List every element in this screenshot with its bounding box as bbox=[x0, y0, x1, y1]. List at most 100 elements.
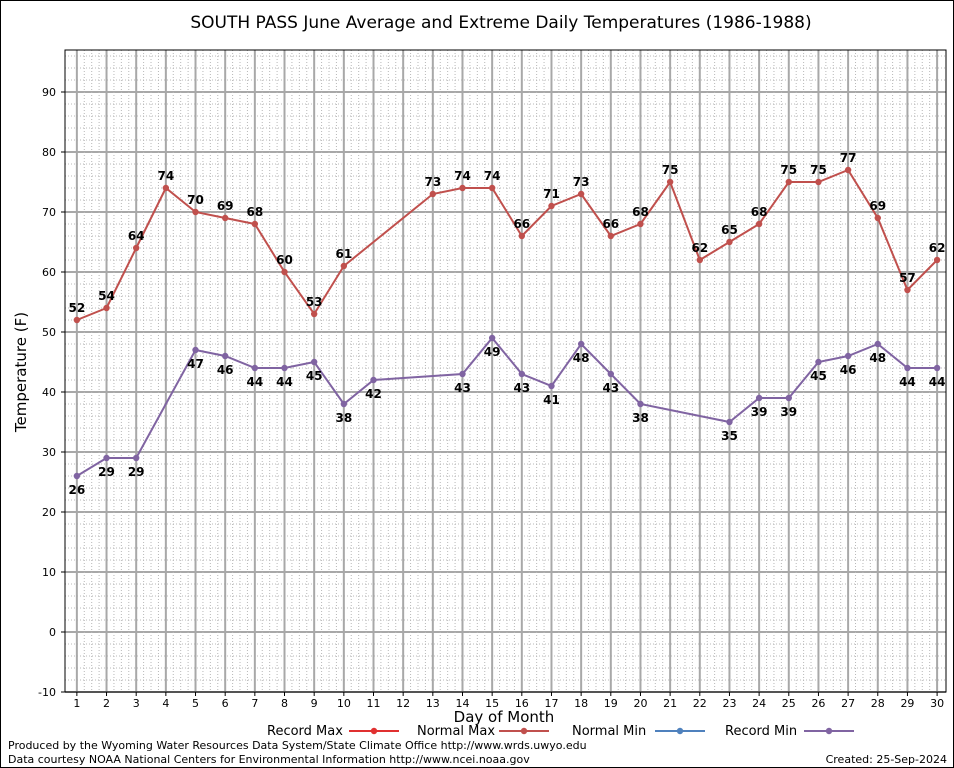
data-label: 62 bbox=[929, 241, 946, 255]
x-tick-label: 19 bbox=[604, 697, 618, 710]
x-tick-label: 17 bbox=[544, 697, 558, 710]
legend-marker bbox=[676, 727, 684, 735]
data-point bbox=[192, 208, 199, 216]
x-tick-label: 23 bbox=[722, 697, 736, 710]
series-layer bbox=[73, 166, 941, 480]
data-point bbox=[73, 472, 81, 480]
y-tick-label: 0 bbox=[49, 626, 56, 639]
y-tick-label: -10 bbox=[38, 686, 56, 699]
legend-marker bbox=[825, 727, 833, 735]
data-label: 77 bbox=[840, 151, 857, 165]
x-tick-label: 10 bbox=[337, 697, 351, 710]
x-tick-label: 18 bbox=[574, 697, 588, 710]
data-label: 48 bbox=[573, 351, 590, 365]
x-tick-label: 29 bbox=[900, 697, 914, 710]
x-tick-label: 14 bbox=[455, 697, 469, 710]
x-tick-label: 15 bbox=[485, 697, 499, 710]
data-point bbox=[340, 262, 348, 270]
legend-label: Normal Min bbox=[572, 724, 646, 739]
data-label: 45 bbox=[306, 369, 323, 383]
data-point bbox=[548, 382, 555, 390]
data-point bbox=[73, 316, 81, 324]
legend-label: Record Max bbox=[267, 724, 343, 739]
data-label: 52 bbox=[69, 301, 86, 315]
data-label: 75 bbox=[662, 163, 679, 177]
data-label: 74 bbox=[484, 169, 501, 183]
data-point bbox=[548, 202, 555, 210]
x-tick-label: 11 bbox=[366, 697, 380, 710]
data-label: 44 bbox=[276, 375, 293, 389]
data-point bbox=[221, 214, 229, 222]
x-tick-label: 28 bbox=[871, 697, 885, 710]
x-tick-label: 16 bbox=[515, 697, 529, 710]
data-point bbox=[340, 400, 348, 408]
x-tick-label: 27 bbox=[841, 697, 855, 710]
data-point bbox=[696, 256, 703, 264]
data-label: 46 bbox=[840, 363, 857, 377]
data-label: 41 bbox=[543, 393, 560, 407]
data-point bbox=[755, 220, 763, 228]
data-label: 47 bbox=[187, 357, 204, 371]
x-tick-label: 20 bbox=[633, 697, 647, 710]
data-point bbox=[162, 184, 170, 192]
data-point bbox=[488, 184, 496, 192]
data-point bbox=[429, 190, 437, 198]
data-point bbox=[785, 178, 792, 186]
data-label: 46 bbox=[217, 363, 234, 377]
data-label: 48 bbox=[869, 351, 886, 365]
data-label: 68 bbox=[751, 205, 768, 219]
data-point bbox=[874, 340, 881, 348]
data-point bbox=[637, 400, 644, 408]
data-label: 43 bbox=[513, 381, 530, 395]
legend-marker bbox=[370, 727, 378, 735]
x-tick-label: 30 bbox=[930, 697, 944, 710]
x-tick-label: 9 bbox=[311, 697, 318, 710]
data-point bbox=[459, 184, 466, 192]
data-labels: 52 54 64 74 70 69 68 60 53 61 73 74 74 66 71 73 66 68 75 62… bbox=[69, 151, 946, 497]
data-label: 69 bbox=[217, 199, 234, 213]
x-tick-label: 2 bbox=[103, 697, 110, 710]
x-tick-label: 12 bbox=[396, 697, 410, 710]
chart-title: SOUTH PASS June Average and Extreme Dail… bbox=[190, 13, 811, 33]
data-point bbox=[844, 352, 852, 360]
data-point bbox=[785, 394, 792, 402]
footer-produced-by: Produced by the Wyoming Water Resources … bbox=[8, 739, 587, 752]
data-point bbox=[192, 346, 199, 354]
data-label: 62 bbox=[691, 241, 708, 255]
data-point bbox=[726, 238, 733, 246]
data-point bbox=[666, 178, 674, 186]
y-tick-label: 60 bbox=[42, 266, 56, 279]
data-label: 68 bbox=[246, 205, 263, 219]
data-point bbox=[607, 232, 615, 240]
data-label: 57 bbox=[899, 271, 916, 285]
y-tick-label: 80 bbox=[42, 146, 56, 159]
x-tick-label: 4 bbox=[162, 697, 169, 710]
data-point bbox=[815, 178, 822, 186]
data-label: 75 bbox=[780, 163, 797, 177]
data-point bbox=[933, 364, 941, 372]
y-tick-label: 40 bbox=[42, 386, 56, 399]
data-point bbox=[755, 394, 763, 402]
y-tick-label: 70 bbox=[42, 206, 56, 219]
data-label: 73 bbox=[573, 175, 590, 189]
data-label: 44 bbox=[929, 375, 946, 389]
data-label: 42 bbox=[365, 387, 382, 401]
data-label: 44 bbox=[899, 375, 916, 389]
data-label: 68 bbox=[632, 205, 649, 219]
x-tick-label: 7 bbox=[251, 697, 258, 710]
x-tick-label: 8 bbox=[281, 697, 288, 710]
x-tick-label: 21 bbox=[663, 697, 677, 710]
data-point bbox=[904, 286, 911, 294]
data-label: 66 bbox=[513, 217, 530, 231]
x-tick-label: 26 bbox=[811, 697, 825, 710]
data-label: 73 bbox=[424, 175, 441, 189]
data-label: 74 bbox=[454, 169, 471, 183]
data-label: 75 bbox=[810, 163, 827, 177]
data-point bbox=[518, 232, 526, 240]
x-tick-label: 24 bbox=[752, 697, 766, 710]
data-point bbox=[103, 454, 110, 462]
data-label: 70 bbox=[187, 193, 204, 207]
y-tick-label: 50 bbox=[42, 326, 56, 339]
